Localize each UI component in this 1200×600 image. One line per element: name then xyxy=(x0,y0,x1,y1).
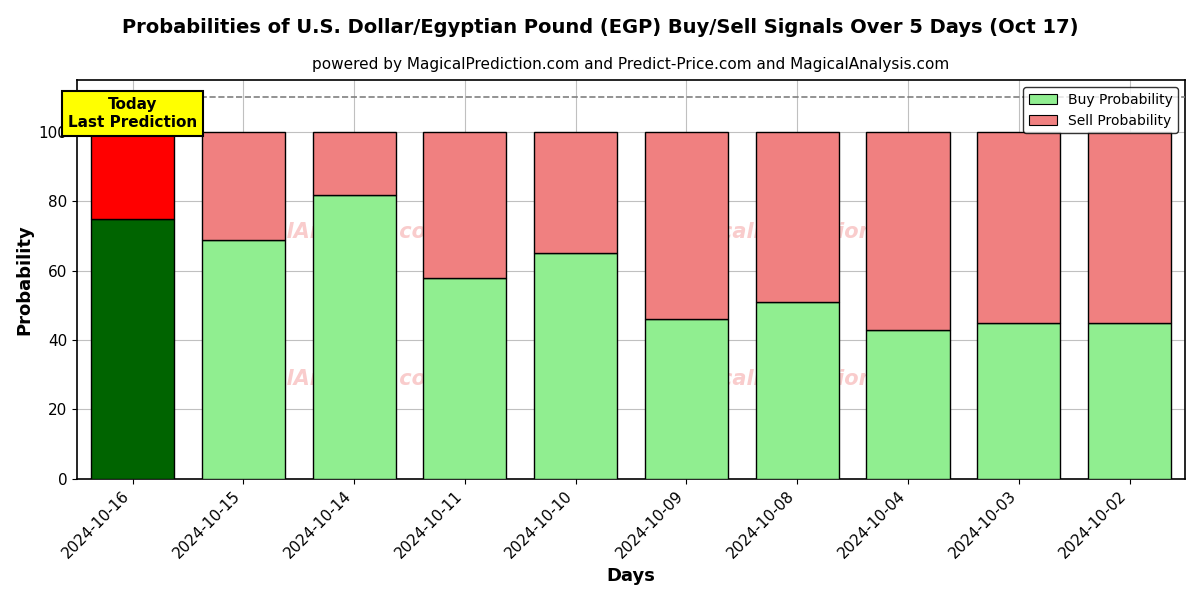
Bar xyxy=(424,132,506,278)
Text: MagicalPrediction.com: MagicalPrediction.com xyxy=(664,369,931,389)
Bar xyxy=(644,132,728,319)
X-axis label: Days: Days xyxy=(607,567,655,585)
Bar xyxy=(644,319,728,479)
Text: Today
Last Prediction: Today Last Prediction xyxy=(68,97,197,130)
Text: calAnalysis.com: calAnalysis.com xyxy=(260,369,448,389)
Bar xyxy=(756,302,839,479)
Bar xyxy=(866,330,949,479)
Text: Probabilities of U.S. Dollar/Egyptian Pound (EGP) Buy/Sell Signals Over 5 Days (: Probabilities of U.S. Dollar/Egyptian Po… xyxy=(121,18,1079,37)
Bar xyxy=(1088,323,1171,479)
Title: powered by MagicalPrediction.com and Predict-Price.com and MagicalAnalysis.com: powered by MagicalPrediction.com and Pre… xyxy=(312,57,949,72)
Y-axis label: Probability: Probability xyxy=(14,224,32,335)
Bar xyxy=(91,132,174,219)
Bar xyxy=(1088,132,1171,323)
Bar xyxy=(756,132,839,302)
Bar xyxy=(977,132,1061,323)
Bar xyxy=(312,132,396,194)
Bar xyxy=(202,239,284,479)
Legend: Buy Probability, Sell Probability: Buy Probability, Sell Probability xyxy=(1024,87,1178,133)
Text: calAnalysis.com: calAnalysis.com xyxy=(260,221,448,242)
Text: MagicalPrediction.com: MagicalPrediction.com xyxy=(664,221,931,242)
Bar xyxy=(424,278,506,479)
Bar xyxy=(866,132,949,330)
Bar xyxy=(202,132,284,239)
Bar xyxy=(534,253,617,479)
Bar xyxy=(977,323,1061,479)
Bar xyxy=(534,132,617,253)
Bar xyxy=(91,219,174,479)
Bar xyxy=(312,194,396,479)
